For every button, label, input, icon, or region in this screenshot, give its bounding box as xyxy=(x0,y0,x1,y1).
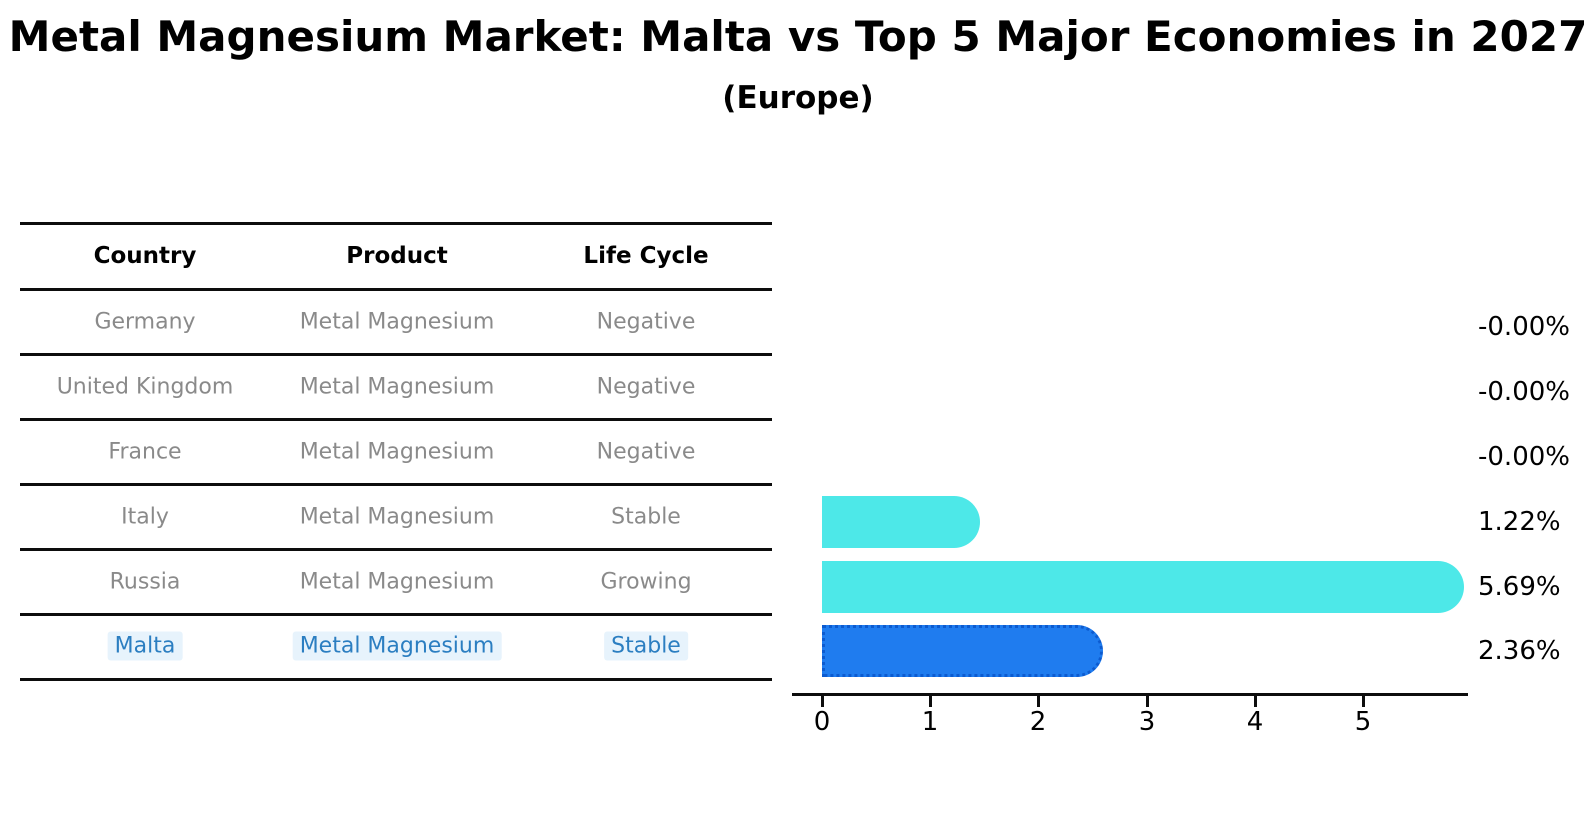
x-axis-tick-label: 5 xyxy=(1354,707,1372,737)
value-label-russia: 5.69% xyxy=(1478,572,1561,602)
table-cell-product: Metal Magnesium xyxy=(299,569,495,595)
table-top-line xyxy=(20,222,772,225)
value-label-malta: 2.36% xyxy=(1478,636,1561,666)
table-header-country: Country xyxy=(93,243,197,269)
bar-malta xyxy=(822,625,1103,677)
x-axis-line xyxy=(792,693,1468,696)
table-cell-life-cycle: Growing xyxy=(600,569,692,595)
x-axis-tick-label: 3 xyxy=(1138,707,1156,737)
table-cell-life-cycle: Negative xyxy=(596,309,696,335)
table-cell-country: Malta xyxy=(107,631,183,661)
table-cell-life-cycle: Stable xyxy=(604,631,688,661)
table-cell-life-cycle: Stable xyxy=(611,504,681,530)
x-axis-tick-label: 1 xyxy=(921,707,939,737)
table-cell-product: Metal Magnesium xyxy=(299,309,495,335)
table-row-line xyxy=(20,353,772,356)
x-axis-tick xyxy=(929,696,932,707)
x-axis-tick xyxy=(1037,696,1040,707)
x-axis-tick xyxy=(1254,696,1257,707)
table-row-line xyxy=(20,483,772,486)
table-row-line xyxy=(20,548,772,551)
bar-italy xyxy=(822,496,980,548)
table-header-life-cycle: Life Cycle xyxy=(583,243,709,269)
x-axis-tick xyxy=(1146,696,1149,707)
table-header-line xyxy=(20,288,772,291)
table-cell-life-cycle: Negative xyxy=(596,439,696,465)
table-cell-country: United Kingdom xyxy=(56,374,234,400)
table-cell-product: Metal Magnesium xyxy=(299,504,495,530)
page-subtitle: (Europe) xyxy=(722,80,874,116)
table-cell-product: Metal Magnesium xyxy=(292,631,502,661)
table-cell-country: France xyxy=(108,439,182,465)
table-cell-life-cycle: Negative xyxy=(596,374,696,400)
table-cell-country: Germany xyxy=(94,309,196,335)
x-axis-tick-label: 2 xyxy=(1029,707,1047,737)
x-axis-tick xyxy=(821,696,824,707)
value-label-italy: 1.22% xyxy=(1478,507,1561,537)
x-axis-tick xyxy=(1362,696,1365,707)
page-title: Metal Magnesium Market: Malta vs Top 5 M… xyxy=(8,12,1588,61)
bar-russia xyxy=(822,561,1464,613)
value-label-united-kingdom: -0.00% xyxy=(1478,377,1570,407)
x-axis-tick-label: 4 xyxy=(1246,707,1264,737)
table-row-line xyxy=(20,418,772,421)
value-label-france: -0.00% xyxy=(1478,442,1570,472)
table-cell-product: Metal Magnesium xyxy=(299,439,495,465)
x-axis-tick-label: 0 xyxy=(813,707,831,737)
value-label-germany: -0.00% xyxy=(1478,312,1570,342)
table-header-product: Product xyxy=(346,243,448,269)
table-cell-product: Metal Magnesium xyxy=(299,374,495,400)
table-cell-country: Italy xyxy=(121,504,169,530)
table-cell-country: Russia xyxy=(109,569,181,595)
table-row-line xyxy=(20,613,772,616)
table-bottom-line xyxy=(20,678,772,681)
